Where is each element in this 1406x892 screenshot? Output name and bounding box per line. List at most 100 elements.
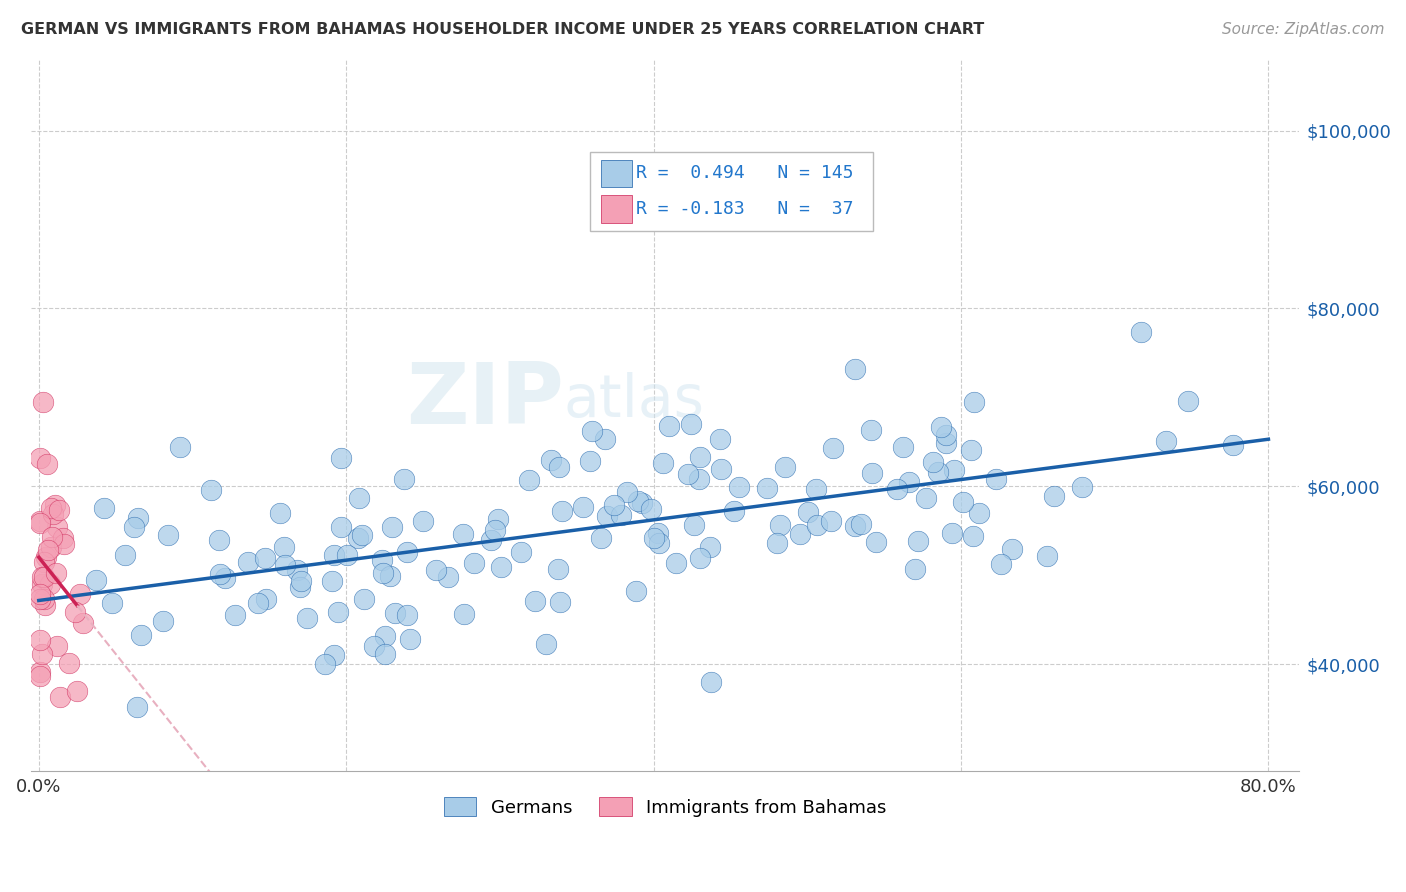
Point <box>728 480 751 494</box>
Point <box>579 454 602 468</box>
Point <box>329 520 352 534</box>
Point <box>46 520 69 534</box>
Point <box>384 606 406 620</box>
Point <box>48 502 70 516</box>
Point <box>32 555 55 569</box>
Point <box>352 528 374 542</box>
Point <box>775 459 797 474</box>
Point <box>1177 393 1199 408</box>
Point <box>548 595 571 609</box>
Point <box>789 527 811 541</box>
Point <box>1000 542 1022 557</box>
Point <box>46 640 69 654</box>
Point <box>247 596 270 610</box>
Point <box>371 566 394 581</box>
Point <box>986 472 1008 486</box>
Point <box>395 545 418 559</box>
Point <box>347 491 370 505</box>
Point <box>591 531 613 545</box>
Point <box>380 569 402 583</box>
Point <box>1222 438 1244 452</box>
Point <box>967 506 990 520</box>
Point <box>844 362 866 376</box>
Point <box>37 542 59 557</box>
Point <box>28 669 51 683</box>
Point <box>58 656 80 670</box>
Point <box>658 418 681 433</box>
Point <box>547 562 569 576</box>
Point <box>859 423 882 437</box>
Point <box>710 462 733 476</box>
Point <box>363 639 385 653</box>
Point <box>451 527 474 541</box>
Point <box>39 501 62 516</box>
Point <box>709 432 731 446</box>
Point <box>437 570 460 584</box>
Point <box>238 555 260 569</box>
Point <box>648 536 671 550</box>
Legend: Germans, Immigrants from Bahamas: Germans, Immigrants from Bahamas <box>434 789 896 826</box>
Point <box>523 593 546 607</box>
Point <box>596 508 619 523</box>
Point <box>851 517 873 532</box>
Point <box>274 558 297 573</box>
Point <box>640 502 662 516</box>
Point <box>479 533 502 547</box>
Point <box>941 525 963 540</box>
Point <box>381 520 404 534</box>
Point <box>540 453 562 467</box>
Point <box>28 665 51 680</box>
Point <box>652 456 675 470</box>
Point <box>69 587 91 601</box>
Point <box>699 674 721 689</box>
Text: ZIP: ZIP <box>406 359 564 442</box>
Point <box>627 493 650 508</box>
Point <box>548 460 571 475</box>
Point <box>1042 489 1064 503</box>
Point <box>952 494 974 508</box>
Point <box>32 592 55 607</box>
Point <box>49 690 72 704</box>
Point <box>823 441 845 455</box>
Point <box>285 562 308 576</box>
Point <box>765 536 787 550</box>
Point <box>769 518 792 533</box>
Point <box>891 440 914 454</box>
Point <box>486 512 509 526</box>
Point <box>41 540 63 554</box>
Point <box>35 550 58 565</box>
Point <box>328 605 350 619</box>
Point <box>616 485 638 500</box>
Point <box>1130 325 1153 339</box>
Point <box>330 451 353 466</box>
Point <box>53 537 76 551</box>
Point <box>806 518 828 533</box>
Point <box>42 507 65 521</box>
Point <box>1071 480 1094 494</box>
Point <box>32 395 55 409</box>
Point <box>963 394 986 409</box>
Point <box>897 475 920 489</box>
Point <box>52 532 75 546</box>
Point <box>114 548 136 562</box>
Point <box>253 551 276 566</box>
Point <box>39 577 62 591</box>
Point <box>907 534 929 549</box>
Point <box>688 472 710 486</box>
Point <box>290 580 312 594</box>
Point <box>689 450 711 464</box>
Point <box>550 504 572 518</box>
Point <box>208 566 231 581</box>
Point <box>44 498 66 512</box>
Text: atlas: atlas <box>564 373 704 429</box>
Point <box>699 540 721 554</box>
Point <box>489 559 512 574</box>
Point <box>865 534 887 549</box>
Point <box>371 552 394 566</box>
Point <box>723 504 745 518</box>
Point <box>517 473 540 487</box>
Point <box>1154 434 1177 448</box>
Point <box>322 648 344 662</box>
Point <box>676 467 699 481</box>
Point <box>935 436 957 450</box>
